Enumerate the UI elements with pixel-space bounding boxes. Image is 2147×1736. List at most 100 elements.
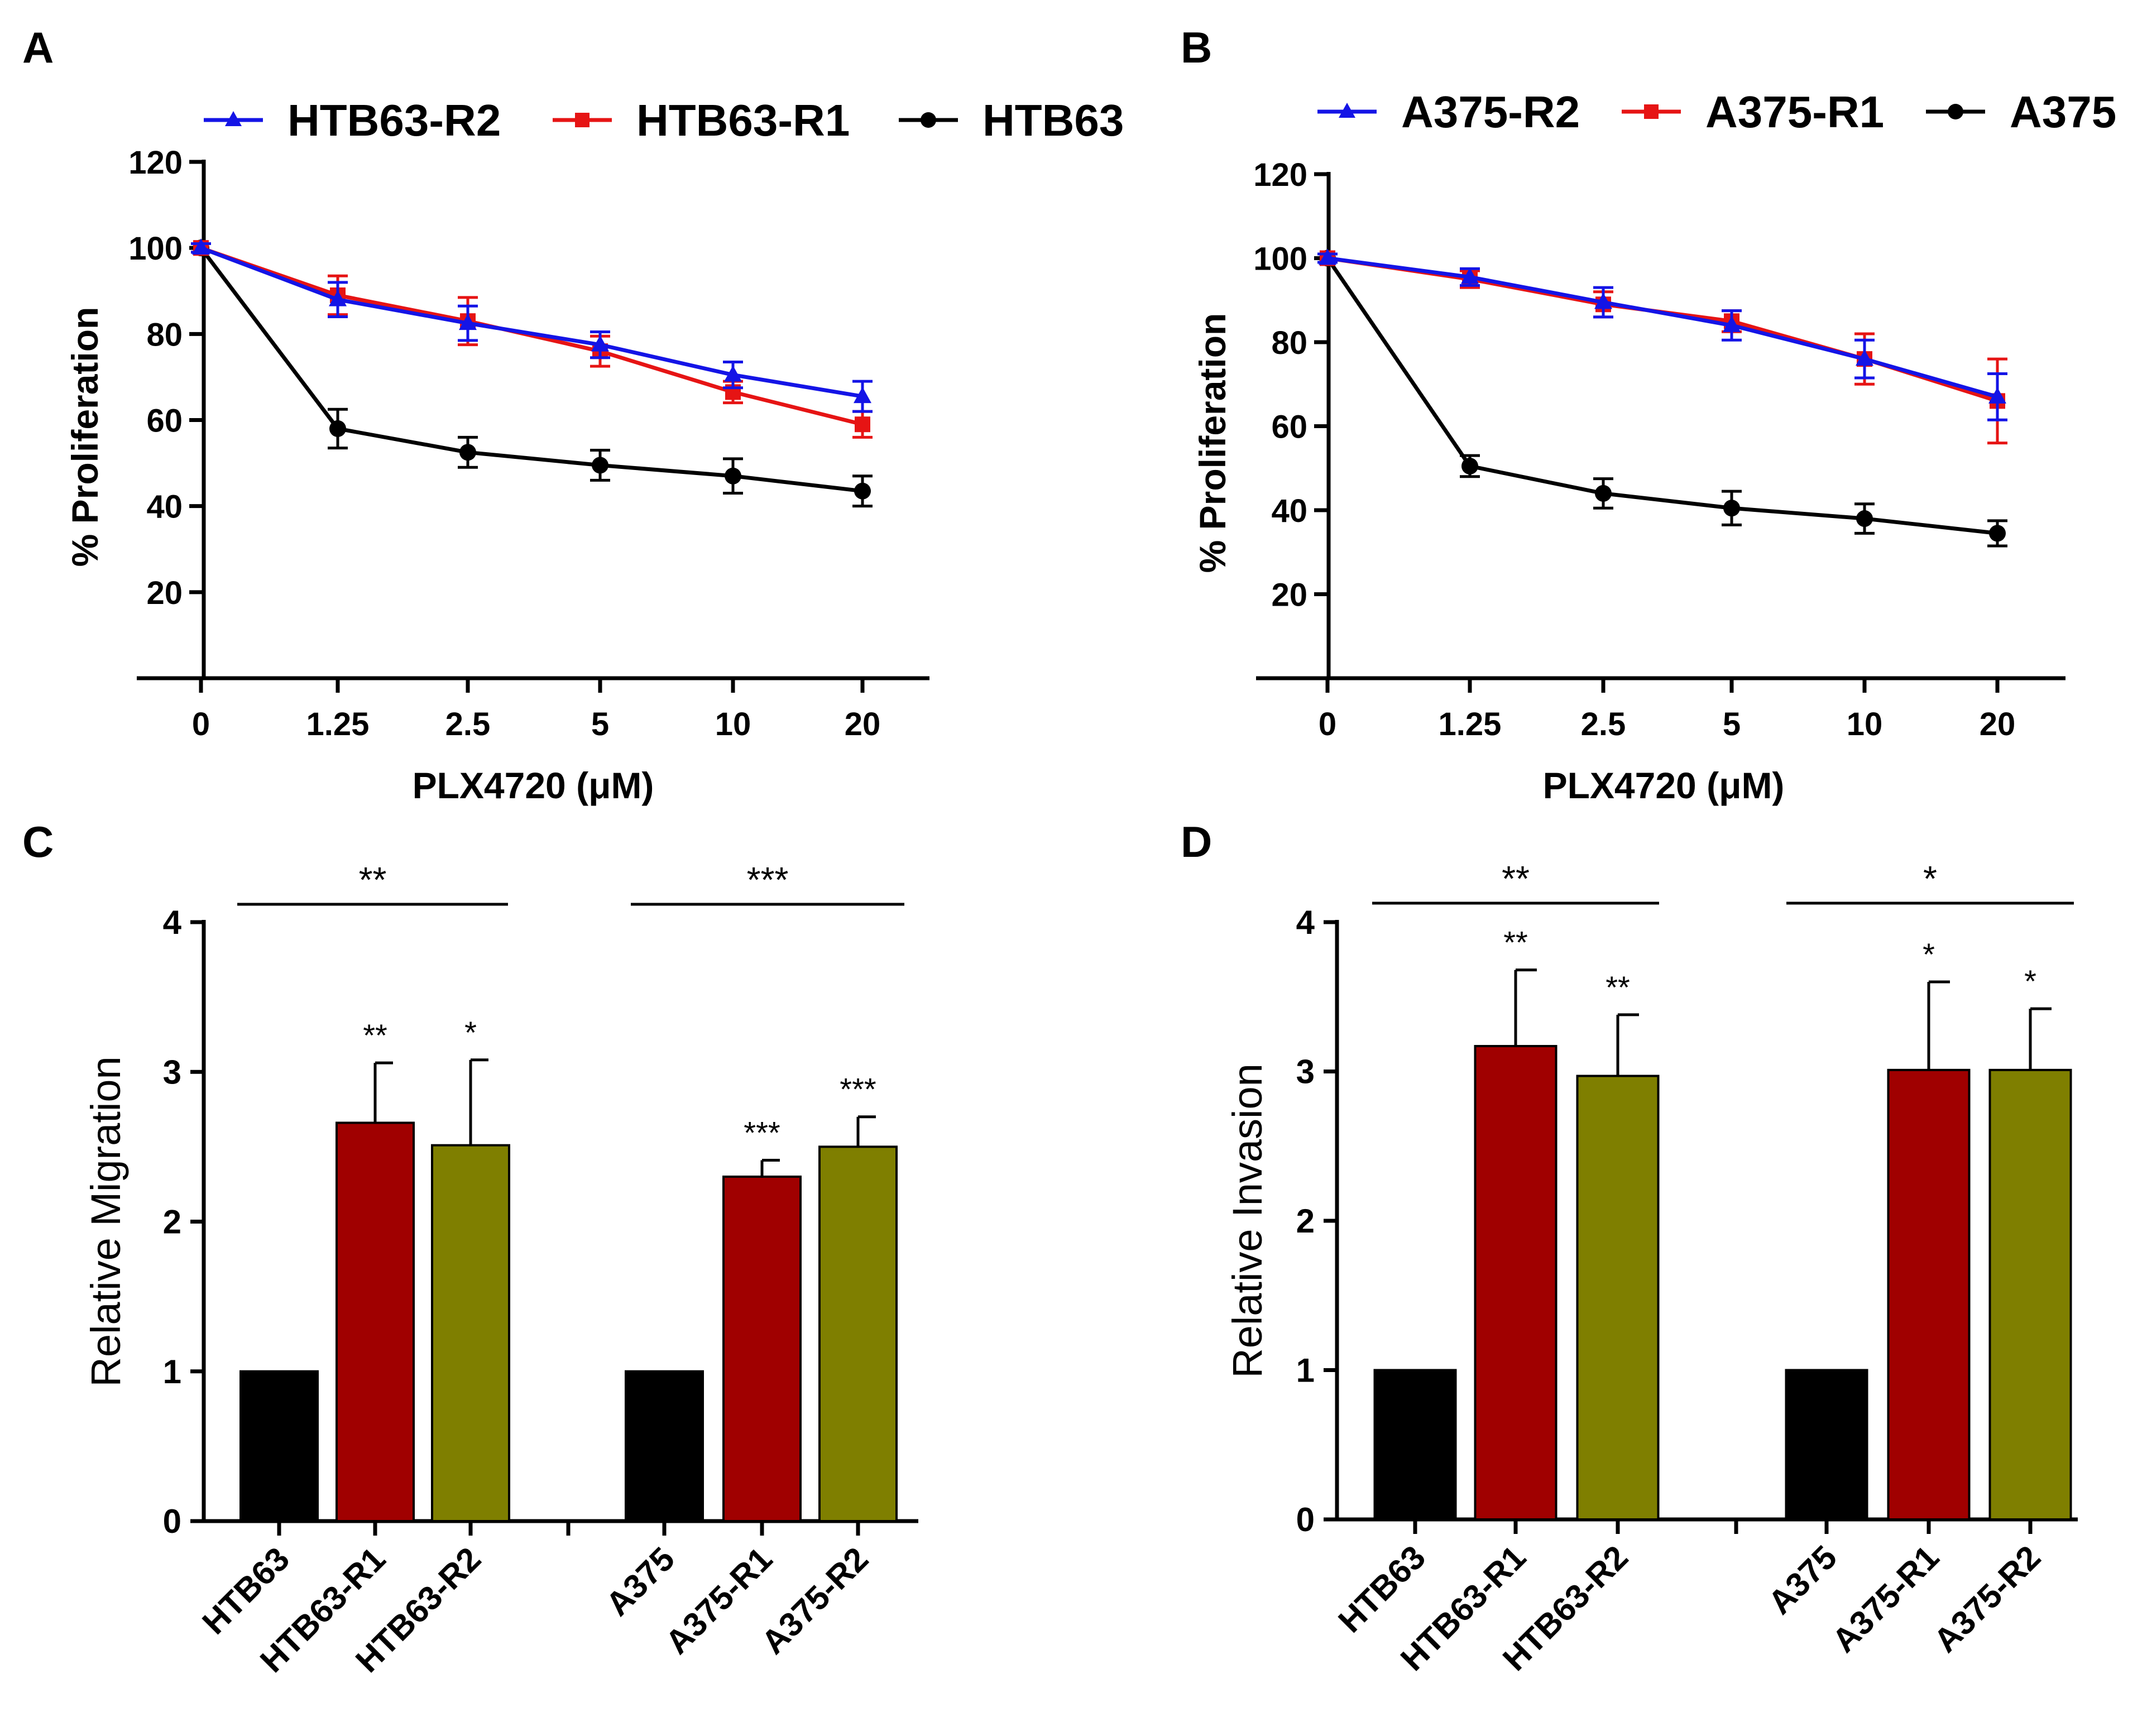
data-point-htb63-5 (854, 482, 871, 500)
y-axis-label: % Proliferation (64, 307, 106, 567)
significance-htb63-r1: ** (363, 1018, 387, 1053)
data-point-a375-r2-3 (1723, 315, 1741, 332)
data-point-htb63-r1-5 (855, 416, 870, 433)
bar-a375 (625, 1370, 704, 1522)
bar-htb63 (239, 1370, 319, 1522)
bar-group-1: A375 *** A375-R1 *** A375-R2 *** (598, 860, 904, 1661)
x-tick-label-0: 0 (192, 706, 210, 742)
x-tick-label-5: 5 (1723, 706, 1741, 742)
category-label-htb63: HTB63 (1331, 1538, 1432, 1640)
data-point-a375-1 (1461, 457, 1478, 474)
data-point-a375-r2-1 (1461, 267, 1479, 284)
category-label-a375-r1: A375-R1 (1825, 1538, 1946, 1660)
bar-htb63-r1 (1474, 1045, 1557, 1521)
bar-group-0: HTB63**HTB63-R1*HTB63-R2** (195, 860, 510, 1680)
data-point-a375-5 (1989, 525, 2006, 542)
significance-a375-r2: * (2024, 963, 2036, 999)
y-tick-label-100: 100 (128, 231, 183, 267)
series-htb63-r1 (191, 240, 873, 439)
y-tick-label-1: 1 (163, 1353, 181, 1390)
legend-marker-a375 (1948, 104, 1963, 119)
legend-label-htb63: HTB63 (983, 95, 1124, 145)
series-line-htb63 (199, 247, 863, 493)
legend-item-a375-r2: A375-R2 (1317, 87, 1580, 137)
series-a375-r1 (1317, 250, 2007, 445)
chart-c-relative-migration: 0 1 2 3 4 Relative Migration HTB63**HTB63-R1*H… (83, 860, 918, 1680)
category-label-a375: A375 (1761, 1538, 1844, 1622)
legend-marker-a375-r1 (1644, 104, 1659, 119)
x-tick-label-1-25: 1.25 (306, 706, 370, 742)
data-point-a375-r2-2 (1594, 292, 1612, 309)
significance-a375-r2: *** (840, 1072, 876, 1107)
chart-a-proliferation-htb63: 20 40 60 80 100 120 0 1.25 2.5 5 10 20 PLX4720 (μM)%… (64, 95, 1124, 806)
y-tick-label-2: 2 (1296, 1202, 1315, 1240)
bar-htb63 (1373, 1369, 1457, 1521)
y-tick-label-0: 0 (163, 1503, 181, 1540)
data-point-htb63-r2-4 (724, 365, 742, 382)
series-line-a375-r1 (1327, 256, 1999, 403)
series-a375 (1317, 250, 2007, 548)
legend: HTB63-R2 HTB63-R1 HTB63 (204, 95, 1124, 145)
x-tick-label-20: 20 (845, 706, 881, 742)
series-a375-r2 (1317, 248, 2007, 421)
y-tick-label-3: 3 (163, 1053, 181, 1091)
data-point-htb63-r2-5 (854, 387, 871, 404)
significance-a375-r1: *** (744, 1115, 780, 1150)
bar-htb63-r2 (431, 1144, 510, 1522)
y-axis-label: Relative Invasion (1224, 1063, 1271, 1378)
x-tick-label-5: 5 (591, 706, 609, 742)
x-tick-label-10: 10 (1847, 706, 1883, 742)
bar-group-0: HTB63**HTB63-R1**HTB63-R2** (1331, 859, 1660, 1678)
x-axis-label: PLX4720 (μM) (1543, 765, 1785, 806)
significance-htb63-r2: * (464, 1015, 477, 1050)
category-label-a375-r2: A375-R2 (1926, 1538, 2048, 1660)
data-point-htb63-3 (592, 457, 608, 474)
y-axis-label: Relative Migration (83, 1056, 129, 1387)
x-tick-label-0: 0 (1319, 706, 1336, 742)
series-line-htb63-r2 (200, 246, 863, 399)
y-tick-label-40: 40 (1271, 493, 1307, 529)
data-point-htb63-r2-0 (192, 238, 210, 255)
y-tick-label-60: 60 (146, 403, 183, 439)
legend-label-htb63-r1: HTB63-R1 (636, 95, 850, 145)
data-point-a375-r2-0 (1319, 248, 1336, 265)
series-htb63-r2 (191, 238, 873, 413)
x-tick-label-1-25: 1.25 (1439, 706, 1502, 742)
y-tick-label-20: 20 (1271, 577, 1307, 613)
group-significance-0: ** (1502, 859, 1530, 899)
significance-htb63-r2: ** (1606, 970, 1630, 1005)
legend-marker-htb63 (921, 112, 936, 128)
legend-label-a375-r1: A375-R1 (1705, 87, 1884, 137)
chart-b-proliferation-a375: 20 40 60 80 100 120 0 1.25 2.5 5 10 20 PLX4720 (μM)%… (1192, 87, 2116, 806)
legend-marker-htb63-r1 (575, 113, 590, 127)
data-point-htb63-2 (459, 444, 476, 461)
legend-label-a375: A375 (2010, 87, 2116, 137)
bar-group-1: A375 * A375-R1 * A375-R2 * (1761, 859, 2074, 1660)
data-point-htb63-r2-2 (459, 314, 477, 330)
data-point-a375-r2-4 (1856, 349, 1873, 366)
y-tick-label-4: 4 (1296, 904, 1315, 941)
legend: A375-R2 A375-R1 A375 (1317, 87, 2116, 137)
series-line-a375 (1326, 257, 1998, 535)
data-point-a375-r2-5 (1988, 387, 2006, 404)
y-tick-label-80: 80 (146, 316, 183, 353)
legend-marker-htb63-r2 (225, 111, 242, 126)
legend-label-a375-r2: A375-R2 (1401, 87, 1580, 137)
legend-item-htb63-r1: HTB63-R1 (553, 95, 850, 145)
significance-htb63-r1: ** (1503, 925, 1528, 960)
group-significance-0: ** (359, 860, 387, 900)
bar-a375-r2 (1988, 1068, 2072, 1521)
data-point-a375-4 (1856, 510, 1873, 527)
bar-htb63-r1 (336, 1121, 415, 1522)
y-tick-label-120: 120 (1253, 157, 1307, 193)
panel-label-d: D (1181, 817, 1212, 866)
x-tick-label-2-5: 2.5 (445, 706, 491, 742)
legend-label-htb63-r2: HTB63-R2 (287, 95, 501, 145)
y-axis-label: % Proliferation (1192, 313, 1233, 573)
x-tick-label-2-5: 2.5 (1581, 706, 1626, 742)
data-point-htb63-4 (725, 467, 741, 485)
bar-a375-r1 (722, 1176, 802, 1522)
bar-htb63-r2 (1576, 1075, 1660, 1521)
